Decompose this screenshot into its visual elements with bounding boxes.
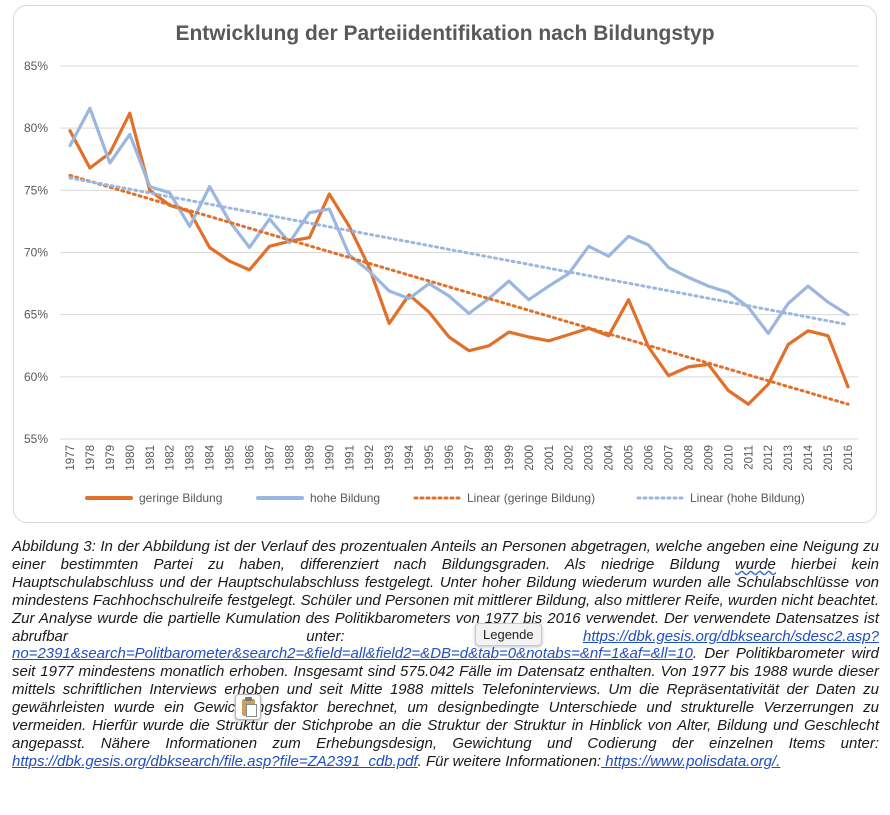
x-tick-label: 1999 [504, 445, 516, 471]
x-tick-label: 2003 [584, 445, 596, 471]
x-tick-label: 1995 [424, 445, 436, 471]
x-tick-label: 2016 [843, 445, 855, 471]
x-tick-label: 1982 [165, 445, 177, 471]
line-series-0 [68, 111, 850, 406]
codebook-link[interactable]: https://dbk.gesis.org/dbksearch/file.asp… [12, 752, 418, 770]
x-tick-label: 2006 [644, 445, 656, 471]
legend-tooltip: Legende [475, 623, 542, 646]
x-tick-label: 1980 [125, 445, 137, 471]
caption-text-1: Abbildung 3: In der Abbildung ist der Ve… [12, 538, 879, 573]
x-tick-label: 1986 [245, 445, 257, 471]
x-tick-label: 2004 [604, 444, 616, 470]
x-tick-label: 2014 [803, 444, 815, 470]
x-tick-label: 2009 [703, 445, 715, 471]
x-tick-label: 1991 [344, 445, 356, 471]
legend-label: Linear (geringe Bildung) [467, 491, 595, 505]
chart-svg: Entwicklung der Parteiidentifikation nac… [24, 22, 858, 505]
x-tick-label: 2007 [663, 445, 675, 471]
x-tick-label: 1979 [105, 445, 117, 471]
x-tick-label: 1987 [264, 445, 276, 471]
caption-text-2: hierbei kein Hauptschulabschluss und der… [12, 555, 879, 645]
x-tick-label: 1981 [145, 445, 157, 471]
x-tick-label: 1985 [225, 445, 237, 471]
y-tick-label: 85% [24, 59, 48, 73]
x-tick-label: 1997 [464, 445, 476, 471]
x-tick-label: 2005 [624, 445, 636, 471]
x-tick-label: 1988 [284, 445, 296, 471]
x-tick-label: 1994 [404, 444, 416, 470]
clipboard-paste-icon[interactable] [235, 694, 261, 720]
y-tick-label: 75% [24, 183, 48, 197]
x-tick-label: 2015 [823, 445, 835, 471]
x-tick-label: 2008 [683, 445, 695, 471]
clipboard-sheet-shape [246, 704, 257, 717]
caption-text-3: . Der Politikbarometer wird seit 1977 mi… [12, 645, 879, 752]
caption-text-4: . Für weitere Informationen: [417, 752, 602, 770]
x-tick-label: 2011 [743, 445, 755, 470]
y-tick-label: 60% [24, 370, 48, 384]
y-tick-label: 55% [24, 432, 48, 446]
dataset-link[interactable]: https://dbk.gesis.org/dbksearch/sdesc2.a… [12, 627, 879, 663]
x-tick-label: 1978 [85, 445, 97, 471]
x-tick-label: 2002 [564, 445, 576, 471]
x-tick-label: 1996 [444, 445, 456, 471]
x-tick-label: 1984 [205, 444, 217, 470]
y-tick-label: 65% [24, 308, 48, 322]
legend-label: hohe Bildung [310, 491, 380, 505]
x-tick-label: 1977 [65, 445, 77, 471]
x-tick-label: 1992 [364, 445, 376, 471]
x-tick-label: 1983 [185, 445, 197, 471]
legend-label: Linear (hohe Bildung) [690, 491, 805, 505]
figure-caption: Abbildung 3: In der Abbildung ist der Ve… [12, 538, 879, 771]
x-tick-label: 1993 [384, 445, 396, 471]
trendline-series-3 [68, 176, 850, 327]
trendline-series-2 [68, 173, 850, 406]
polisdata-link[interactable]: https://www.polisdata.org/. [601, 752, 781, 770]
legend-label: geringe Bildung [139, 491, 222, 505]
x-tick-label: 2001 [544, 445, 556, 471]
chart-container [13, 5, 877, 523]
x-tick-label: 2012 [763, 445, 775, 471]
x-tick-label: 2013 [783, 445, 795, 471]
chart-title: Entwicklung der Parteiidentifikation nac… [175, 22, 714, 45]
x-tick-label: 1998 [484, 445, 496, 471]
x-tick-label: 2000 [524, 445, 536, 471]
clipboard-clip-shape [245, 697, 252, 701]
x-tick-label: 1989 [304, 445, 316, 471]
x-tick-label: 2010 [723, 445, 735, 471]
y-tick-label: 80% [24, 121, 48, 135]
caption-spellcheck-word[interactable]: wurde [735, 555, 776, 573]
line-series-1 [68, 106, 850, 335]
y-tick-label: 70% [24, 246, 48, 260]
x-tick-label: 1990 [324, 445, 336, 471]
